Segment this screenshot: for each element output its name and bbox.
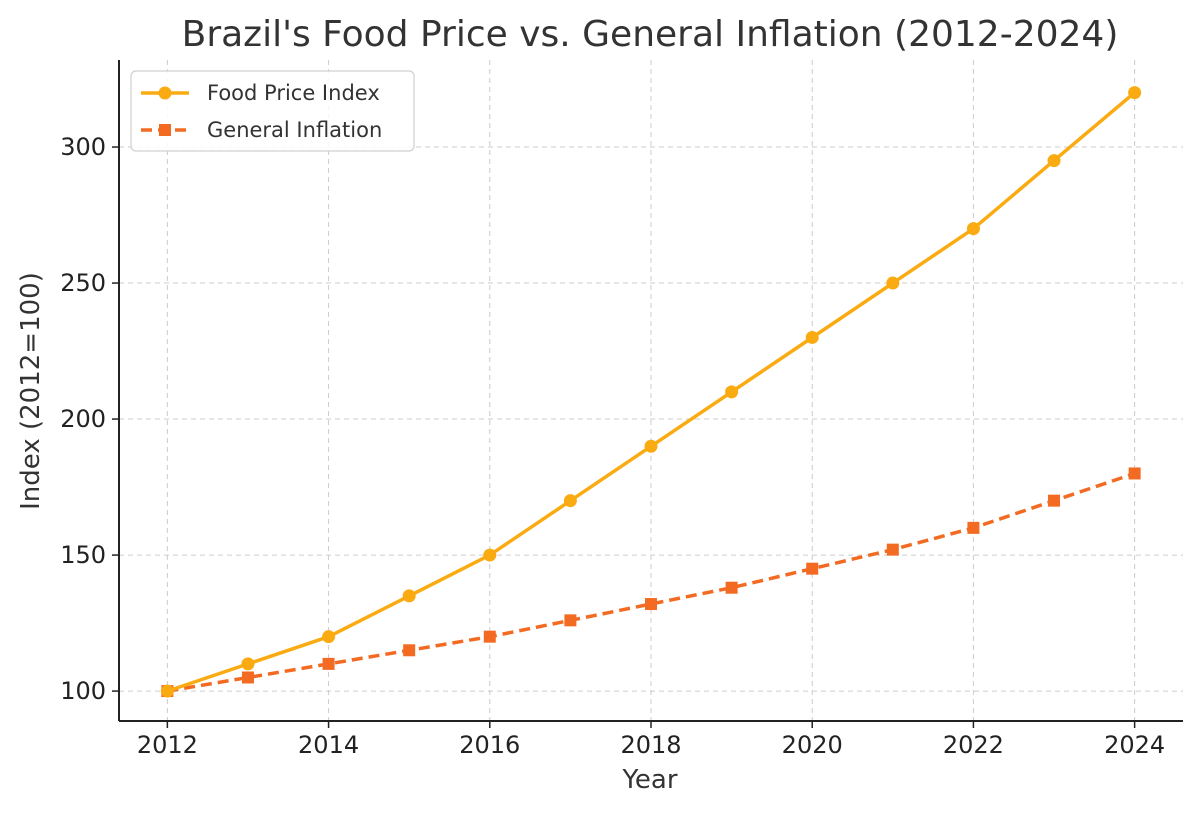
- food-price-index-point: [402, 589, 416, 603]
- legend-label-general-inflation: General Inflation: [207, 118, 382, 142]
- grid-lines: [119, 60, 1183, 721]
- food-price-index-point: [241, 657, 255, 671]
- general-inflation-point: [967, 521, 980, 534]
- general-inflation-point: [886, 543, 899, 556]
- x-tick-label: 2016: [459, 731, 520, 759]
- legend-marker-food-price-index: [158, 86, 172, 100]
- food-price-index-point: [644, 439, 658, 453]
- series-markers: [160, 86, 1142, 698]
- chart-title: Brazil's Food Price vs. General Inflatio…: [182, 14, 1119, 55]
- legend-label-food-price-index: Food Price Index: [207, 81, 380, 105]
- general-inflation-point: [1048, 494, 1061, 507]
- x-tick-label: 2012: [137, 731, 198, 759]
- y-axis-ticks: 100 150 200 250 300: [60, 133, 119, 705]
- y-tick-label: 150: [60, 541, 106, 569]
- general-inflation-point: [241, 671, 254, 684]
- food-price-index-point: [1128, 86, 1142, 100]
- y-axis-label: Index (2012=100): [16, 272, 46, 510]
- legend-marker-general-inflation: [159, 124, 171, 136]
- x-axis-label: Year: [621, 765, 677, 795]
- general-inflation-point: [564, 614, 577, 627]
- food-price-index-point: [160, 684, 174, 698]
- x-tick-label: 2014: [298, 731, 359, 759]
- x-tick-label: 2018: [620, 731, 681, 759]
- y-tick-label: 200: [60, 405, 106, 433]
- food-price-index-point: [966, 222, 980, 236]
- food-price-index-point: [563, 494, 577, 508]
- x-tick-label: 2024: [1104, 731, 1165, 759]
- food-price-index-point: [1047, 154, 1061, 168]
- general-inflation-point: [1128, 467, 1141, 480]
- y-tick-label: 250: [60, 269, 106, 297]
- general-inflation-point: [403, 644, 416, 657]
- x-tick-label: 2022: [943, 731, 1004, 759]
- food-price-index-point: [886, 276, 900, 290]
- food-price-index-point: [725, 385, 739, 399]
- food-price-index-point: [483, 548, 497, 562]
- general-inflation-point: [645, 598, 657, 611]
- general-inflation-point: [322, 657, 335, 670]
- x-axis-ticks: 2012 2014 2016 2018 2020 2022 2024: [137, 721, 1165, 759]
- legend-frame: [130, 70, 415, 152]
- x-tick-label: 2020: [782, 731, 843, 759]
- y-tick-label: 100: [60, 677, 106, 705]
- food-price-index-point: [322, 630, 336, 644]
- general-inflation-point: [483, 630, 496, 643]
- legend: Food Price Index General Inflation: [130, 70, 415, 152]
- y-tick-label: 300: [60, 133, 106, 161]
- food-price-index-point: [805, 330, 819, 344]
- general-inflation-point: [725, 581, 738, 594]
- general-inflation-point: [806, 562, 819, 575]
